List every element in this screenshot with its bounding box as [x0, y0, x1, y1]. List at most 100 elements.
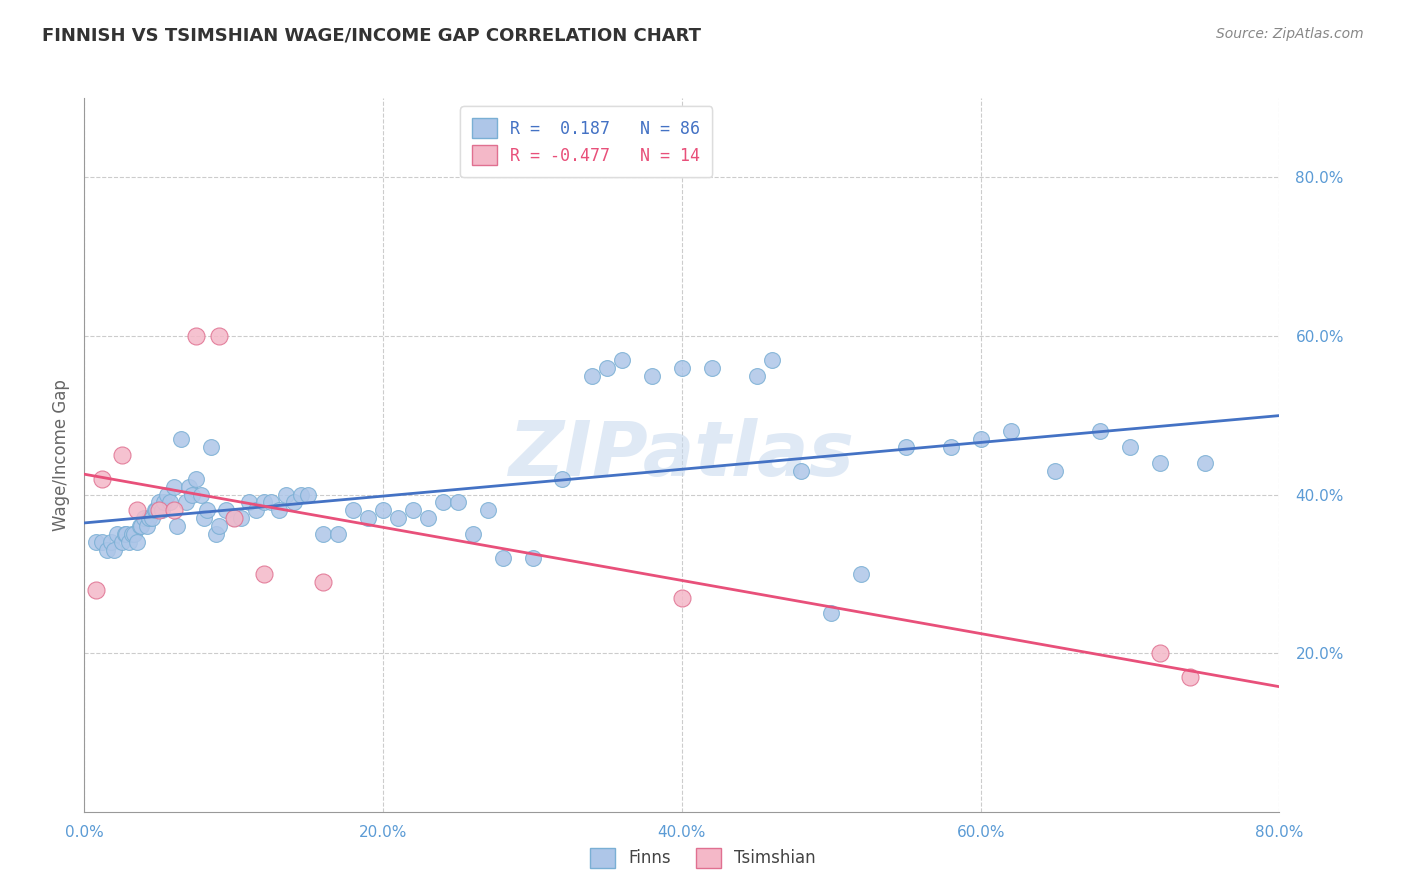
Point [312, 527, 335, 541]
Legend: R =  0.187   N = 86, R = -0.477   N = 14: R = 0.187 N = 86, R = -0.477 N = 14 [461, 106, 711, 178]
Point [1149, 456, 1171, 470]
Point [671, 360, 693, 375]
Point [132, 511, 156, 525]
Point [447, 495, 470, 509]
Point [150, 503, 173, 517]
Point [177, 480, 200, 494]
Point [222, 511, 245, 525]
Point [114, 527, 136, 541]
Point [432, 495, 454, 509]
Point [387, 511, 409, 525]
Point [700, 360, 723, 375]
Point [118, 535, 141, 549]
Point [111, 535, 134, 549]
Point [222, 511, 245, 525]
Point [231, 511, 253, 525]
Point [180, 487, 202, 501]
Point [1119, 440, 1142, 454]
Point [148, 503, 170, 517]
Point [1178, 670, 1201, 684]
Point [745, 368, 768, 383]
Point [186, 472, 208, 486]
Point [260, 495, 283, 509]
Point [820, 607, 842, 621]
Point [790, 464, 813, 478]
Point [129, 519, 152, 533]
Legend: Finns, Tsimshian: Finns, Tsimshian [583, 841, 823, 875]
Point [939, 440, 962, 454]
Point [641, 368, 664, 383]
Point [970, 432, 993, 446]
Point [86, 582, 108, 597]
Point [115, 527, 138, 541]
Point [267, 503, 290, 517]
Point [170, 432, 193, 446]
Point [402, 503, 425, 517]
Point [96, 543, 118, 558]
Point [136, 519, 159, 533]
Point [208, 519, 231, 533]
Point [312, 574, 335, 589]
Point [671, 591, 693, 605]
Point [186, 329, 208, 343]
Point [1088, 424, 1111, 438]
Point [148, 495, 170, 509]
Point [581, 368, 603, 383]
Point [274, 487, 297, 501]
Point [122, 527, 145, 541]
Point [195, 503, 218, 517]
Point [193, 511, 215, 525]
Point [215, 503, 238, 517]
Point [163, 480, 186, 494]
Point [138, 511, 160, 525]
Point [610, 352, 633, 367]
Point [208, 329, 231, 343]
Point [357, 511, 380, 525]
Point [245, 503, 267, 517]
Point [283, 495, 305, 509]
Point [1194, 456, 1216, 470]
Point [166, 519, 188, 533]
Point [1000, 424, 1022, 438]
Point [103, 543, 125, 558]
Point [111, 448, 134, 462]
Point [1045, 464, 1067, 478]
Point [416, 511, 439, 525]
Point [205, 527, 228, 541]
Point [461, 527, 484, 541]
Point [100, 535, 122, 549]
Point [190, 487, 212, 501]
Point [143, 503, 166, 517]
Point [551, 472, 574, 486]
Point [492, 551, 515, 566]
Point [163, 503, 186, 517]
Point [238, 495, 260, 509]
Point [141, 511, 163, 525]
Point [290, 487, 312, 501]
Text: FINNISH VS TSIMSHIAN WAGE/INCOME GAP CORRELATION CHART: FINNISH VS TSIMSHIAN WAGE/INCOME GAP COR… [42, 27, 702, 45]
Point [328, 527, 350, 541]
Text: ZIPatlas: ZIPatlas [509, 418, 855, 491]
Point [342, 503, 364, 517]
Point [522, 551, 544, 566]
Point [121, 527, 143, 541]
Point [155, 487, 177, 501]
Point [91, 535, 114, 549]
Point [253, 566, 276, 581]
Point [894, 440, 917, 454]
Point [761, 352, 783, 367]
Point [371, 503, 394, 517]
Y-axis label: Wage/Income Gap: Wage/Income Gap [52, 379, 70, 531]
Point [174, 495, 197, 509]
Point [128, 519, 150, 533]
Point [159, 495, 181, 509]
Point [152, 495, 174, 509]
Text: Source: ZipAtlas.com: Source: ZipAtlas.com [1216, 27, 1364, 41]
Point [125, 535, 148, 549]
Point [253, 495, 276, 509]
Point [125, 503, 148, 517]
Point [596, 360, 619, 375]
Point [145, 503, 167, 517]
Point [105, 527, 128, 541]
Point [849, 566, 872, 581]
